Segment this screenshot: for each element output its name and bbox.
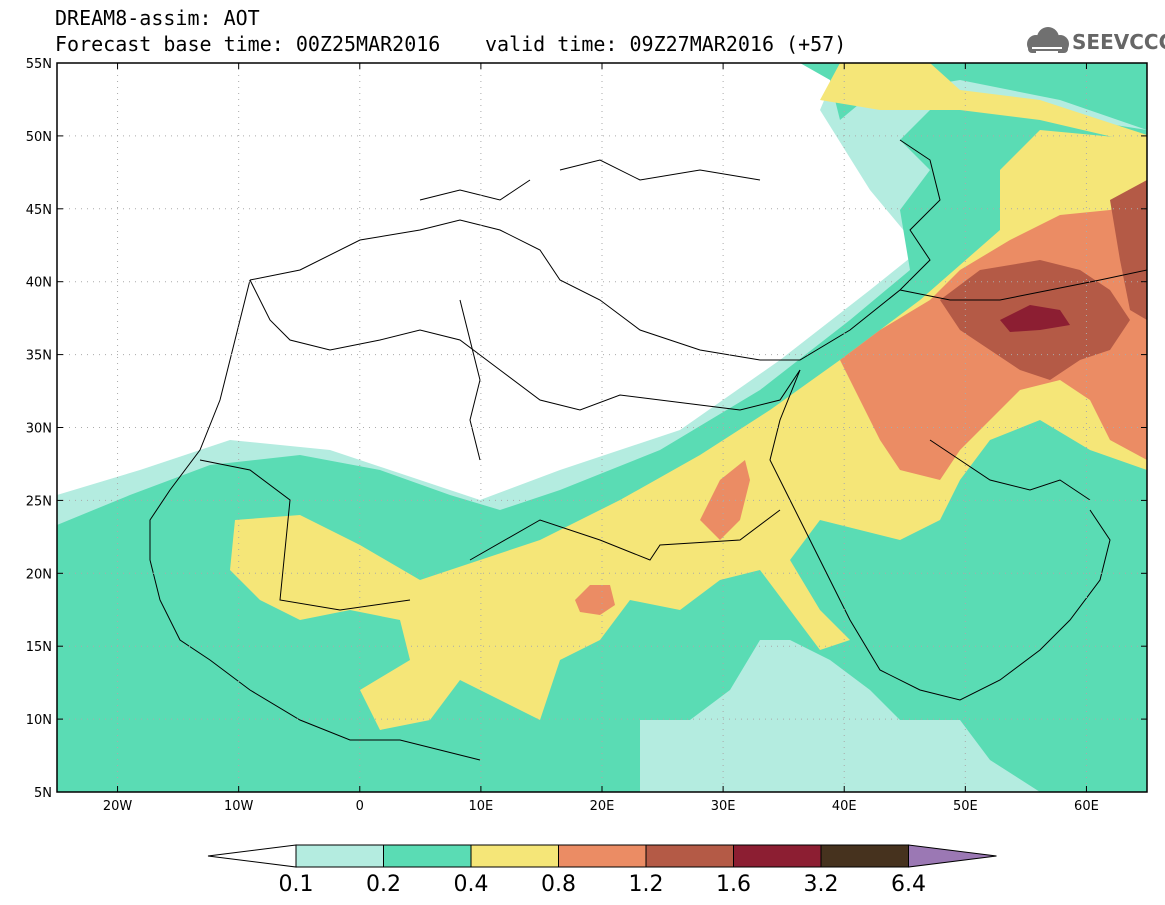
colorbar-segment: [733, 844, 822, 868]
aot-band-0.4-north: [820, 63, 1147, 145]
lat-tick-label: 35N: [26, 349, 52, 364]
colorbar-label: 0.8: [541, 872, 576, 897]
colorbar-label: 3.2: [804, 872, 839, 897]
lat-tick-label: 40N: [26, 276, 52, 291]
colorbar-segment: [383, 844, 472, 868]
colorbar-segment: [295, 844, 384, 868]
lon-tick-label: 60E: [1074, 799, 1099, 814]
lon-tick-label: 0: [356, 799, 364, 814]
colorbar-left-arrow: [207, 844, 297, 868]
lat-tick-label: 15N: [26, 640, 52, 655]
axis-ticks: [57, 62, 1147, 793]
lat-tick-label: 50N: [26, 130, 52, 145]
colorbar-label: 0.2: [366, 872, 401, 897]
colorbar-segment: [820, 844, 909, 868]
colorbar-segment: [645, 844, 734, 868]
lat-tick-label: 30N: [26, 422, 52, 437]
aot-field: [57, 63, 1147, 792]
lon-tick-label: 10W: [224, 799, 254, 814]
lat-tick-label: 25N: [26, 494, 52, 509]
lon-tick-label: 50E: [953, 799, 978, 814]
lat-tick-labels: 55N 50N 45N 40N 35N 30N 25N 20N 15N 10N 5N: [26, 57, 52, 801]
lon-tick-label: 10E: [469, 799, 494, 814]
colorbar-label: 0.4: [454, 872, 489, 897]
aot-band-0.4: [230, 130, 1147, 730]
title-product: DREAM8-assim: AOT: [55, 6, 260, 30]
colorbar-segment: [470, 844, 559, 868]
lat-tick-label: 10N: [26, 713, 52, 728]
seevccc-logo: [1027, 27, 1069, 53]
title-base-time: Forecast base time: 00Z25MAR2016: [55, 32, 441, 56]
lat-tick-label: 45N: [26, 203, 52, 218]
cloud-icon: [1027, 27, 1069, 53]
lon-tick-label: 20E: [590, 799, 615, 814]
aot-band-0.2: [57, 110, 1147, 792]
lat-tick-label: 55N: [26, 57, 52, 72]
lat-tick-label: 20N: [26, 567, 52, 582]
lon-tick-label: 30E: [711, 799, 736, 814]
lat-tick-label: 5N: [34, 786, 52, 801]
colorbar-label: 0.1: [279, 872, 314, 897]
colorbar-segment: [558, 844, 647, 868]
aot-band-0.8-chad: [575, 585, 615, 615]
colorbar-label: 6.4: [891, 872, 926, 897]
aot-band-1.2-east: [1110, 180, 1147, 320]
lon-tick-label: 40E: [832, 799, 857, 814]
colorbar-right-arrow: [908, 844, 997, 868]
lon-tick-labels: 20W 10W 0 10E 20E 30E 40E 50E 60E: [103, 799, 1099, 814]
colorbar-label: 1.2: [629, 872, 664, 897]
colorbar-label: 1.6: [716, 872, 751, 897]
lon-tick-label: 20W: [103, 799, 133, 814]
logo-text: SEEVCCC: [1072, 30, 1165, 54]
coastlines: [149, 139, 1147, 761]
colorbar: 0.1 0.2 0.4 0.8 1.2 1.6 3.2 6.4: [207, 844, 997, 897]
title-valid-time: valid time: 09Z27MAR2016 (+57): [485, 32, 847, 56]
aot-band-1.6: [1000, 305, 1070, 332]
aot-band-0.8-libya: [700, 460, 750, 540]
